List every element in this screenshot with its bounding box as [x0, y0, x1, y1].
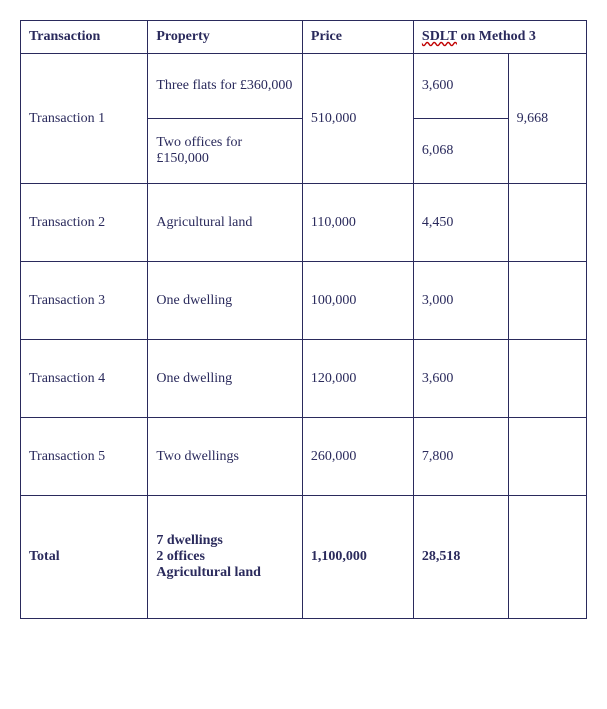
cell-property: One dwelling — [148, 262, 303, 340]
cell-price: 120,000 — [302, 340, 413, 418]
cell-price: 510,000 — [302, 54, 413, 184]
cell-property: Three flats for £360,000 — [148, 54, 303, 119]
cell-sdlt-extra — [508, 418, 586, 496]
header-sdlt-squiggle: SDLT — [422, 29, 457, 44]
cell-total-sdlt: 28,518 — [413, 496, 508, 619]
cell-sdlt-extra — [508, 184, 586, 262]
cell-sdlt: 6,068 — [413, 119, 508, 184]
cell-sdlt: 3,600 — [413, 54, 508, 119]
cell-transaction-label: Transaction 3 — [21, 262, 148, 340]
cell-sdlt: 7,800 — [413, 418, 508, 496]
cell-price: 260,000 — [302, 418, 413, 496]
cell-sdlt-extra — [508, 262, 586, 340]
cell-total-property: 7 dwellings 2 offices Agricultural land — [148, 496, 303, 619]
cell-property: Agricultural land — [148, 184, 303, 262]
table-row: Transaction 3 One dwelling 100,000 3,000 — [21, 262, 587, 340]
cell-total-sdlt-extra — [508, 496, 586, 619]
header-sdlt-suffix: on Method 3 — [457, 29, 536, 44]
cell-transaction-label: Transaction 1 — [21, 54, 148, 184]
header-price: Price — [302, 21, 413, 54]
total-line-2: 2 offices — [156, 549, 205, 564]
cell-property: Two dwellings — [148, 418, 303, 496]
header-transaction: Transaction — [21, 21, 148, 54]
table-row: Transaction 4 One dwelling 120,000 3,600 — [21, 340, 587, 418]
cell-sdlt-total: 9,668 — [508, 54, 586, 184]
total-line-1: 7 dwellings — [156, 533, 223, 548]
header-row: Transaction Property Price SDLT on Metho… — [21, 21, 587, 54]
sdlt-table: Transaction Property Price SDLT on Metho… — [20, 20, 587, 619]
cell-transaction-label: Transaction 4 — [21, 340, 148, 418]
table-row: Transaction 2 Agricultural land 110,000 … — [21, 184, 587, 262]
header-property: Property — [148, 21, 303, 54]
cell-transaction-label: Transaction 5 — [21, 418, 148, 496]
cell-sdlt: 3,000 — [413, 262, 508, 340]
table-row: Transaction 5 Two dwellings 260,000 7,80… — [21, 418, 587, 496]
cell-total-label: Total — [21, 496, 148, 619]
cell-price: 110,000 — [302, 184, 413, 262]
header-sdlt: SDLT on Method 3 — [413, 21, 586, 54]
total-row: Total 7 dwellings 2 offices Agricultural… — [21, 496, 587, 619]
cell-total-price: 1,100,000 — [302, 496, 413, 619]
cell-price: 100,000 — [302, 262, 413, 340]
cell-property: Two offices for £150,000 — [148, 119, 303, 184]
cell-property: One dwelling — [148, 340, 303, 418]
table-row: Transaction 1 Three flats for £360,000 5… — [21, 54, 587, 119]
cell-transaction-label: Transaction 2 — [21, 184, 148, 262]
cell-sdlt-extra — [508, 340, 586, 418]
cell-sdlt: 3,600 — [413, 340, 508, 418]
cell-sdlt: 4,450 — [413, 184, 508, 262]
total-line-3: Agricultural land — [156, 565, 261, 580]
